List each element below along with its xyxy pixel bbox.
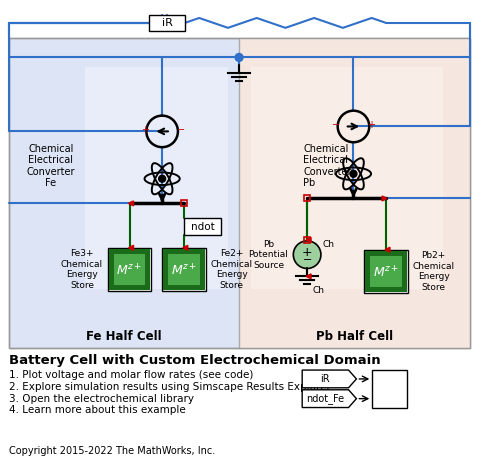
Bar	[114, 254, 145, 285]
Text: Chemical
Electrical
Converter
Fe: Chemical Electrical Converter Fe	[27, 144, 75, 188]
Text: −: −	[302, 255, 312, 265]
Bar	[109, 249, 151, 290]
Bar	[184, 218, 221, 235]
Text: 4. Learn more about this example: 4. Learn more about this example	[9, 406, 186, 415]
Text: −: −	[177, 125, 185, 135]
Bar	[365, 251, 407, 292]
Text: Pb Half Cell: Pb Half Cell	[316, 330, 393, 343]
Polygon shape	[385, 247, 390, 252]
Text: Fe Half Cell: Fe Half Cell	[86, 330, 162, 343]
Text: iR: iR	[320, 374, 330, 384]
Text: Chemical
Electrical
Converter
Pb: Chemical Electrical Converter Pb	[303, 144, 352, 188]
Bar	[304, 237, 310, 243]
Bar	[9, 38, 470, 348]
Text: Fe2+
Chemical
Energy
Store: Fe2+ Chemical Energy Store	[211, 249, 253, 290]
Bar	[85, 67, 228, 289]
Bar	[304, 195, 310, 201]
Text: 2. Explore simulation results using Simscape Results Explorer: 2. Explore simulation results using Sims…	[9, 382, 331, 392]
Circle shape	[350, 170, 357, 177]
Polygon shape	[183, 245, 188, 250]
Text: iR: iR	[162, 18, 172, 28]
Bar	[181, 201, 187, 207]
Circle shape	[293, 241, 321, 268]
Polygon shape	[302, 390, 356, 407]
Polygon shape	[302, 370, 356, 388]
Polygon shape	[306, 237, 311, 243]
Text: Ch: Ch	[312, 286, 324, 295]
Bar	[372, 370, 407, 407]
Circle shape	[159, 175, 166, 182]
Text: $M^{z+}$: $M^{z+}$	[171, 264, 197, 279]
Bar	[251, 67, 443, 289]
Polygon shape	[382, 196, 387, 201]
Text: 3. Open the electrochemical library: 3. Open the electrochemical library	[9, 394, 194, 404]
Text: Ch: Ch	[323, 240, 335, 249]
Text: Pb
Potential
Source: Pb Potential Source	[248, 240, 288, 269]
Text: $M^{z+}$: $M^{z+}$	[373, 266, 399, 281]
Bar	[162, 248, 206, 291]
Text: ndot_Fe: ndot_Fe	[306, 393, 345, 404]
Text: Fe3+
Chemical
Energy
Store: Fe3+ Chemical Energy Store	[61, 249, 103, 290]
Text: +: +	[367, 121, 375, 130]
Polygon shape	[129, 201, 134, 206]
Polygon shape	[129, 245, 134, 250]
Text: Battery Cell with Custom Electrochemical Domain: Battery Cell with Custom Electrochemical…	[9, 354, 381, 367]
Text: +: +	[141, 125, 150, 135]
Text: +: +	[302, 246, 313, 259]
Text: ndot: ndot	[191, 222, 214, 231]
Text: $M^{z+}$: $M^{z+}$	[117, 264, 143, 279]
Bar	[9, 38, 470, 348]
Text: 1. Plot voltage and molar flow rates (see code): 1. Plot voltage and molar flow rates (se…	[9, 370, 254, 380]
Text: −: −	[332, 121, 340, 130]
Bar	[239, 38, 470, 348]
Circle shape	[235, 54, 243, 61]
Text: Pb2+
Chemical
Energy
Store: Pb2+ Chemical Energy Store	[413, 251, 455, 292]
Bar	[168, 254, 199, 285]
Polygon shape	[306, 274, 311, 279]
Bar	[150, 15, 185, 31]
Bar	[370, 255, 402, 287]
Bar	[364, 250, 408, 293]
Bar	[163, 249, 205, 290]
Text: Copyright 2015-2022 The MathWorks, Inc.: Copyright 2015-2022 The MathWorks, Inc.	[9, 446, 215, 456]
Bar	[108, 248, 151, 291]
